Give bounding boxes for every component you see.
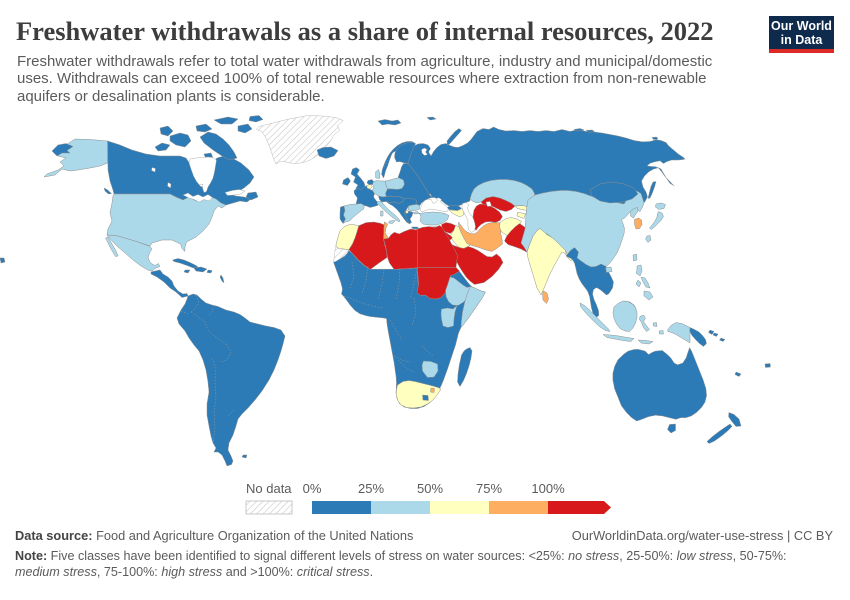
svg-text:50%: 50% xyxy=(417,481,443,496)
svg-text:No data: No data xyxy=(246,481,292,496)
svg-text:25%: 25% xyxy=(358,481,384,496)
svg-text:75%: 75% xyxy=(476,481,502,496)
svg-text:100%: 100% xyxy=(531,481,565,496)
svg-text:0%: 0% xyxy=(303,481,322,496)
